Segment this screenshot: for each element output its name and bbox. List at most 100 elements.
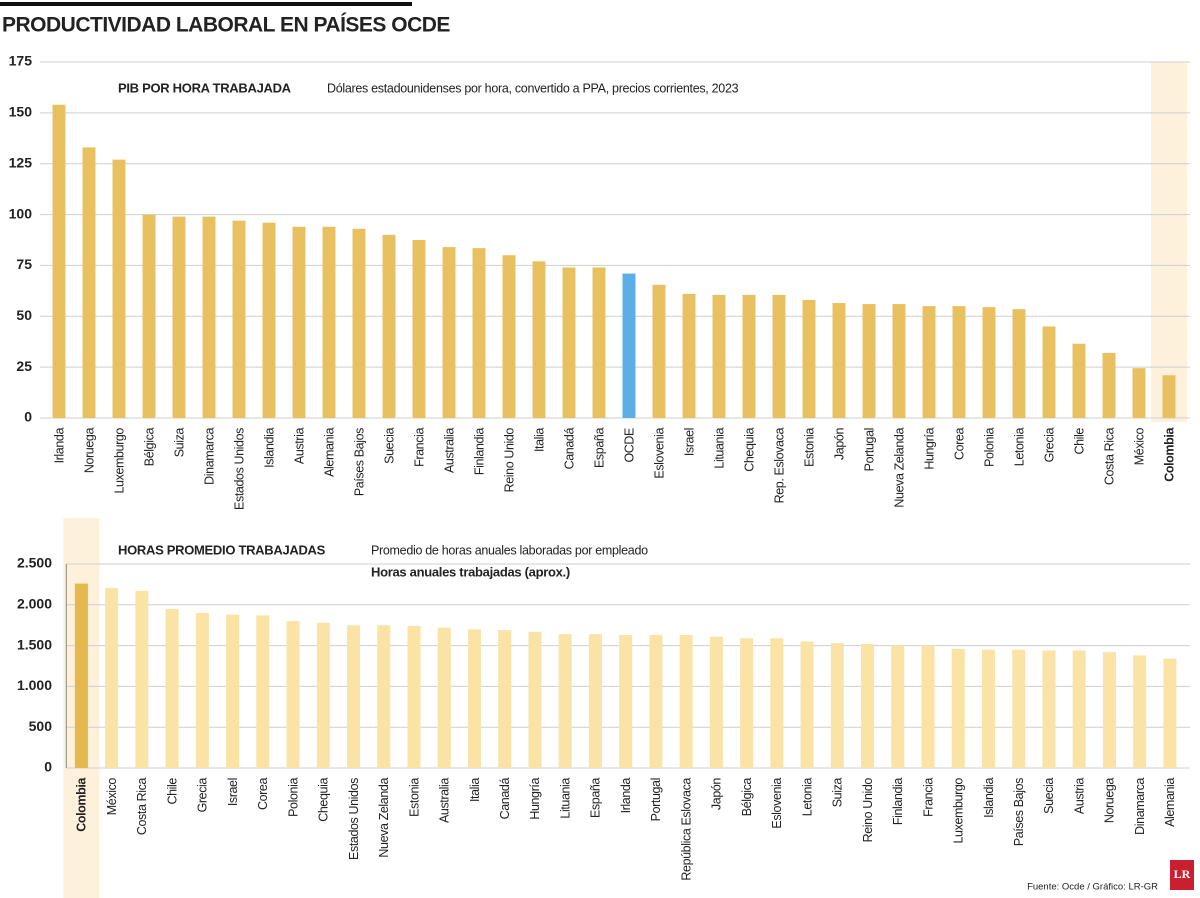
- bar: [1132, 368, 1146, 418]
- x-tick-label: Rep. Eslovaca: [772, 428, 786, 504]
- bar: [712, 294, 726, 418]
- x-tick-label: México: [1132, 428, 1146, 466]
- bar: [1042, 326, 1056, 418]
- bar: [1042, 650, 1056, 768]
- bar: [407, 626, 421, 768]
- bar: [1072, 650, 1086, 768]
- x-tick-label: Dinamarca: [1133, 778, 1147, 835]
- x-tick-label: Corea: [256, 778, 270, 810]
- x-tick-label: Irlanda: [619, 778, 633, 814]
- bar: [316, 622, 330, 768]
- highlight-band: [1151, 62, 1187, 422]
- y-tick-label: 100: [9, 205, 33, 221]
- x-tick-label: Suecia: [1042, 778, 1056, 814]
- x-tick-label: Estonia: [802, 428, 816, 467]
- x-tick-label: Japón: [710, 778, 724, 811]
- bar: [922, 306, 936, 418]
- x-tick-label: Alemania: [322, 428, 336, 477]
- bar: [921, 645, 935, 768]
- x-tick-label: Hungría: [922, 428, 936, 470]
- x-tick-label: Lituania: [558, 778, 572, 819]
- bar: [532, 261, 546, 418]
- bar: [112, 159, 126, 418]
- x-tick-label: Costa Rica: [135, 778, 149, 836]
- bar: [292, 226, 306, 418]
- bar: [800, 641, 814, 768]
- x-tick-label: Corea: [952, 428, 966, 460]
- x-tick-label: Suiza: [172, 428, 186, 458]
- bar: [709, 636, 723, 768]
- x-tick-label: Chile: [1072, 428, 1086, 455]
- bar: [1102, 352, 1116, 418]
- bar: [862, 304, 876, 418]
- x-tick-label: Reino Unido: [502, 428, 516, 493]
- x-tick-label: Colombia: [1162, 427, 1176, 482]
- x-tick-label: España: [592, 428, 606, 468]
- top-rule: [0, 2, 412, 6]
- x-tick-label: Luxemburgo: [112, 428, 126, 494]
- x-tick-label: Bélgica: [740, 778, 754, 817]
- x-tick-label: Nueva Zelanda: [892, 428, 906, 508]
- x-tick-label: Estados Unidos: [232, 428, 246, 510]
- y-tick-label: 1.500: [17, 636, 52, 652]
- bar: [891, 645, 905, 768]
- bar: [1012, 649, 1026, 768]
- x-tick-label: Lituania: [712, 428, 726, 469]
- y-tick-label: 25: [16, 358, 32, 374]
- x-tick-label: Francia: [921, 778, 935, 817]
- bar: [437, 627, 451, 768]
- x-tick-label: Grecia: [1042, 428, 1056, 463]
- bar: [226, 614, 240, 768]
- x-tick-label: Costa Rica: [1102, 428, 1116, 486]
- x-tick-label: Países Bajos: [352, 428, 366, 496]
- x-tick-label: OCDE: [622, 428, 636, 463]
- bar: [74, 583, 88, 768]
- bar: [558, 634, 572, 768]
- x-tick-label: Noruega: [1103, 778, 1117, 824]
- x-tick-label: República Eslovaca: [679, 778, 693, 881]
- x-tick-label: Austria: [1072, 778, 1086, 815]
- x-tick-label: Colombia: [75, 777, 89, 832]
- legend-label: Horas anuales trabajadas (aprox.): [371, 564, 570, 579]
- bar: [981, 649, 995, 768]
- x-tick-label: Hungría: [528, 778, 542, 820]
- bar: [772, 294, 786, 418]
- bar: [1072, 343, 1086, 418]
- y-tick-label: 150: [9, 104, 33, 120]
- x-tick-label: Grecia: [196, 778, 210, 813]
- x-tick-label: Reino Unido: [861, 778, 875, 843]
- x-tick-label: Suecia: [382, 428, 396, 464]
- x-tick-label: Israel: [682, 428, 696, 456]
- x-tick-label: Eslovenia: [770, 778, 784, 829]
- x-tick-label: Canadá: [498, 778, 512, 820]
- bar: [830, 643, 844, 768]
- bar: [679, 634, 693, 768]
- y-tick-label: 175: [9, 53, 33, 69]
- bar: [498, 630, 512, 768]
- x-tick-label: Israel: [226, 778, 240, 806]
- x-tick-label: Finlandia: [472, 428, 486, 476]
- x-tick-label: Islandia: [982, 778, 996, 818]
- y-tick-label: 0: [44, 759, 52, 775]
- x-tick-label: Chequia: [317, 778, 331, 822]
- bar: [528, 631, 542, 768]
- source: Fuente: Ocde / Gráfico: LR-GR: [1027, 882, 1158, 893]
- x-tick-label: Portugal: [649, 778, 663, 821]
- chart-title: PIB POR HORA TRABAJADA: [118, 80, 292, 95]
- x-tick-label: Italia: [532, 428, 546, 452]
- x-tick-label: Canadá: [562, 428, 576, 470]
- bar: [622, 273, 636, 418]
- bar: [377, 625, 391, 768]
- x-tick-label: Australia: [442, 428, 456, 473]
- bar: [172, 216, 186, 418]
- x-tick-label: México: [105, 778, 119, 816]
- chart-title: HORAS PROMEDIO TRABAJADAS: [118, 542, 326, 557]
- bar: [652, 284, 666, 418]
- x-tick-label: Suiza: [831, 778, 845, 808]
- x-tick-label: Francia: [412, 428, 426, 467]
- bar: [82, 147, 96, 418]
- bar: [770, 638, 784, 768]
- x-tick-label: Polonia: [982, 428, 996, 467]
- bar: [202, 216, 216, 418]
- bar: [892, 304, 906, 418]
